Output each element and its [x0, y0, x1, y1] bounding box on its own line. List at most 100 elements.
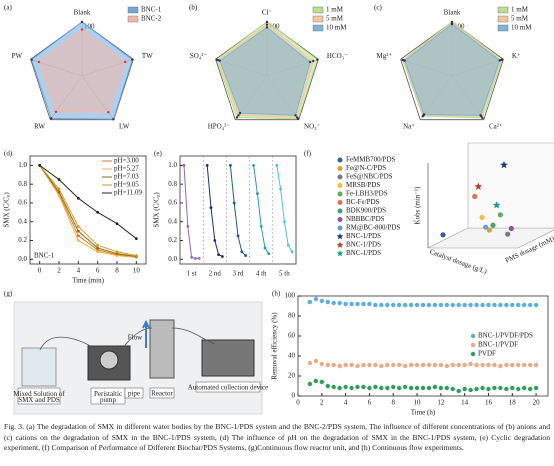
- y-tick-label: 0.4: [18, 217, 27, 225]
- data-point: [313, 358, 319, 364]
- axis-label: NO₃⁻: [304, 123, 321, 131]
- data-point: [313, 378, 319, 384]
- data-point: [414, 302, 420, 308]
- data-point: [325, 383, 330, 389]
- diagram-label: Mixed Solution of SMX and PDS: [13, 390, 65, 404]
- data-point: [134, 237, 138, 241]
- legend-label: FeS@NBC/PDS: [346, 173, 393, 181]
- legend-marker: [337, 166, 343, 171]
- x-tick-label: 16: [485, 399, 493, 407]
- data-point: [408, 362, 414, 368]
- collector: [201, 339, 255, 377]
- data-point: [115, 222, 119, 226]
- data-point: [414, 385, 420, 391]
- data-point: [396, 302, 402, 308]
- legend-label: PVDF: [478, 350, 496, 358]
- y-tick-label: 0.2: [18, 236, 27, 244]
- axis-label: Blank: [74, 9, 91, 17]
- legend-label: MRSB/PDS: [346, 181, 380, 189]
- legend-label: FeMMB700/PDS: [346, 156, 396, 164]
- legend-marker: [337, 225, 343, 231]
- data-point: [486, 386, 491, 392]
- x-tick-label: 2 nd: [209, 270, 222, 278]
- figure-panels: (a)100BlankTWLWRWPWBNC-1BNC-2(b)100Cl⁻HC…: [3, 4, 554, 417]
- legend-marker: [470, 333, 476, 339]
- reactor: [149, 319, 175, 379]
- y-tick-label: 0.4: [168, 217, 177, 225]
- legend-label: BNC-1/PDS: [346, 249, 381, 257]
- label-box: [17, 387, 61, 405]
- r-tick-label: 100: [269, 23, 280, 31]
- data-point: [325, 299, 330, 305]
- data-point: [307, 360, 313, 366]
- legend-marker: [337, 157, 343, 163]
- data-point: [286, 243, 290, 247]
- data-point: [492, 362, 497, 368]
- data-point: [510, 362, 515, 368]
- data-point: [343, 301, 348, 307]
- data-point: [483, 224, 489, 230]
- pump-head: [99, 350, 119, 370]
- data-point: [373, 384, 378, 390]
- y-tick-label: 0.8: [18, 180, 27, 188]
- radar-point: [123, 60, 127, 64]
- radar-point: [265, 26, 269, 29]
- legend-label: 10 mM: [511, 24, 532, 32]
- series-line: [39, 165, 137, 257]
- x-tick-label: 20: [533, 399, 541, 407]
- data-point: [76, 196, 80, 200]
- annotation: BNC-1: [34, 252, 55, 260]
- data-point: [510, 302, 515, 308]
- x-tick-label: 6: [96, 267, 100, 275]
- radar-point: [80, 28, 84, 31]
- series-line: [276, 165, 293, 253]
- data-point: [444, 363, 450, 369]
- data-point: [96, 250, 100, 254]
- data-point: [450, 362, 455, 368]
- radar-point: [50, 117, 53, 120]
- data-point: [533, 362, 539, 368]
- data-point: [480, 385, 485, 391]
- data-point: [498, 302, 503, 308]
- data-point: [236, 234, 240, 238]
- legend-marker: [470, 342, 476, 348]
- y-tick-label: 0.8: [168, 180, 177, 188]
- x-tick-label: 4: [77, 267, 81, 275]
- data-point: [516, 302, 521, 308]
- radar-point: [265, 20, 269, 24]
- legend-label: RM@BC-800/PDS: [346, 224, 400, 232]
- y-tick-label: 0.6: [168, 199, 177, 207]
- data-point: [492, 302, 497, 308]
- legend-label: BNC-1/PVDF: [478, 341, 518, 349]
- diagram-label: Flow: [128, 334, 143, 342]
- radar-point: [238, 111, 242, 115]
- data-point: [533, 302, 539, 308]
- x-tick-label: 4: [344, 399, 348, 407]
- data-point: [38, 163, 42, 167]
- data-point: [232, 201, 236, 205]
- radar-point: [131, 58, 134, 61]
- axis-label: Blank: [444, 9, 461, 17]
- data-point: [57, 187, 61, 191]
- data-point: [497, 212, 503, 218]
- data-point: [498, 385, 503, 391]
- data-point: [456, 388, 461, 394]
- legend-marker: [336, 250, 344, 257]
- radar-point: [54, 110, 58, 114]
- data-point: [450, 386, 455, 392]
- data-point: [533, 385, 539, 391]
- data-point: [438, 302, 444, 308]
- radar-point: [37, 60, 41, 64]
- data-point: [462, 362, 467, 368]
- data-point: [275, 163, 279, 167]
- legend-label: BNC-1/PVDF/PDS: [478, 332, 533, 340]
- axis-label: LW: [119, 123, 130, 131]
- radar-point: [312, 59, 315, 63]
- data-point: [213, 239, 217, 242]
- radar-area: [404, 23, 501, 116]
- data-point: [115, 250, 119, 254]
- axis-label: Cl⁻: [262, 9, 273, 17]
- axis-label: Na⁺: [403, 123, 415, 131]
- x-axis-title: Time (h): [411, 409, 436, 417]
- data-point: [361, 384, 366, 390]
